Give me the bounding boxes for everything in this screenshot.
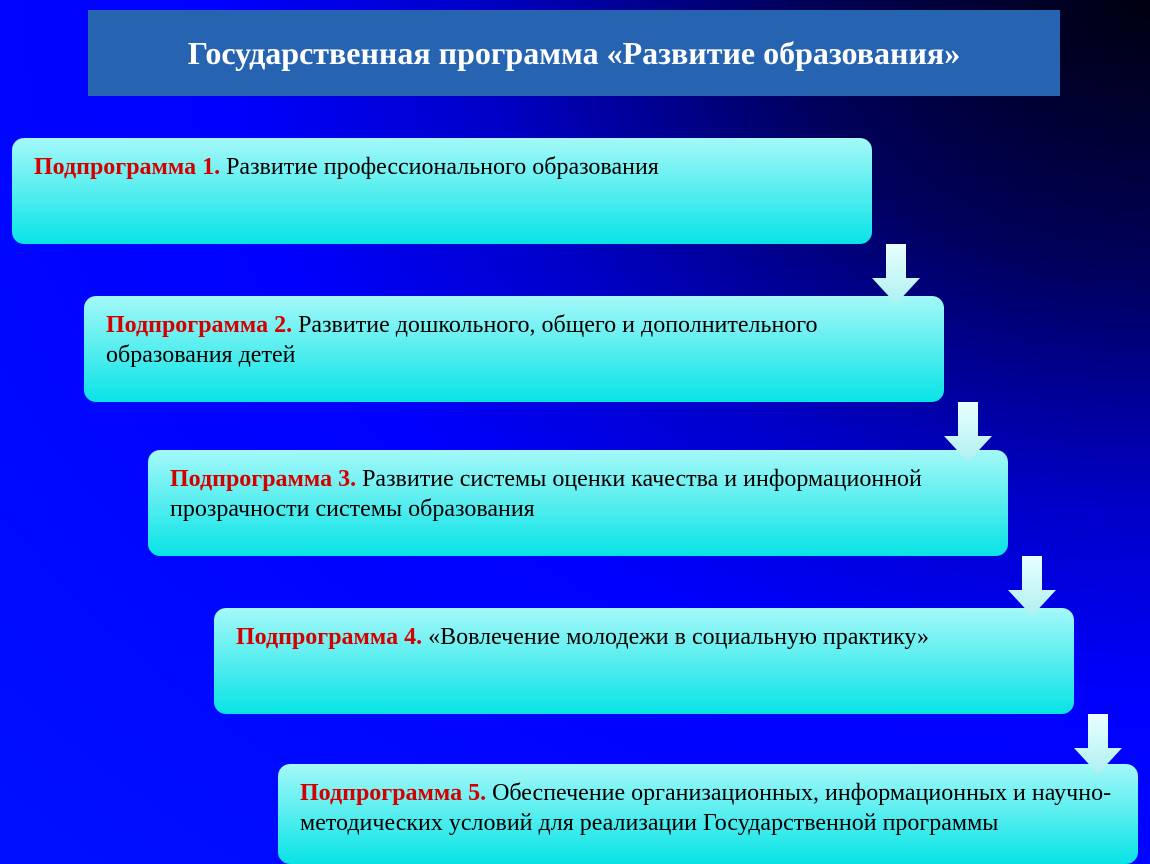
subprogram-label: Подпрограмма 5. — [300, 780, 486, 806]
subprogram-box-1: Подпрограмма 1. Развитие профессионально… — [12, 138, 872, 244]
down-arrow-icon — [944, 402, 992, 462]
subprogram-box-4: Подпрограмма 4. «Вовлечение молодежи в с… — [214, 608, 1074, 714]
title-box: Государственная программа «Развитие обра… — [88, 10, 1060, 96]
down-arrow-icon — [872, 244, 920, 304]
subprogram-body: Развитие профессионального образования — [220, 154, 659, 180]
subprogram-box-5: Подпрограмма 5. Обеспечение организацион… — [278, 764, 1138, 864]
subprogram-body: «Вовлечение молодежи в социальную практи… — [422, 624, 929, 650]
subprogram-label: Подпрограмма 2. — [106, 312, 292, 338]
down-arrow-icon — [1008, 556, 1056, 616]
slide: Государственная программа «Развитие обра… — [0, 0, 1150, 864]
subprogram-label: Подпрограмма 4. — [236, 624, 422, 650]
subprogram-label: Подпрограмма 3. — [170, 466, 356, 492]
subprogram-label: Подпрограмма 1. — [34, 154, 220, 180]
subprogram-box-3: Подпрограмма 3. Развитие системы оценки … — [148, 450, 1008, 556]
down-arrow-icon — [1074, 714, 1122, 774]
subprogram-box-2: Подпрограмма 2. Развитие дошкольного, об… — [84, 296, 944, 402]
page-title: Государственная программа «Развитие обра… — [188, 35, 960, 72]
